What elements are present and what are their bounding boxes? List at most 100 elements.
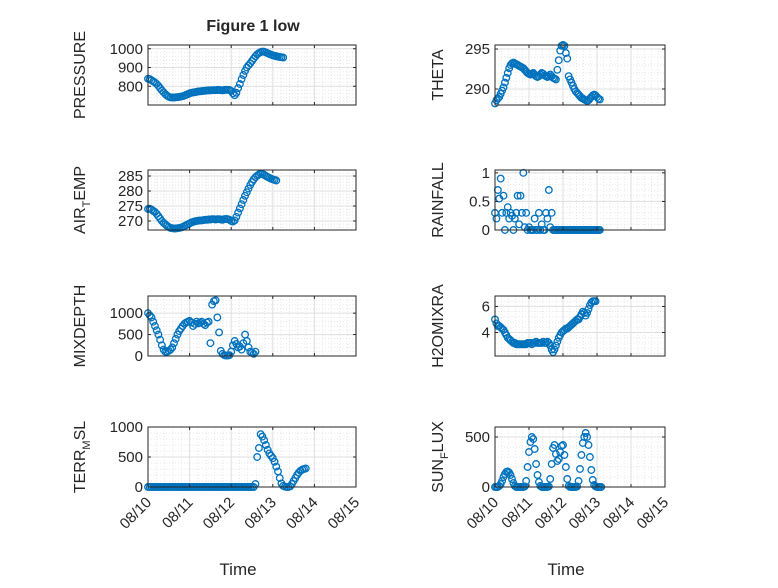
series-markers — [144, 47, 288, 102]
data-point — [232, 212, 241, 221]
data-point — [554, 56, 563, 65]
data-point — [561, 49, 570, 57]
y-axis-label-sub: F — [439, 452, 451, 459]
data-point — [576, 465, 584, 473]
data-point — [237, 200, 246, 209]
series-markers — [491, 41, 604, 108]
data-point — [587, 466, 596, 474]
data-point — [157, 341, 166, 350]
y-axis-label: PRESSURE — [72, 31, 89, 119]
y-tick-label: 270 — [118, 213, 143, 230]
data-point — [546, 341, 555, 350]
panel-mixdepth: 0 500 1000 MIXDEPTH — [72, 285, 357, 368]
data-point — [523, 463, 532, 471]
series-markers — [144, 296, 260, 360]
y-axis-label-main: SUN — [430, 459, 447, 493]
data-point — [517, 208, 526, 217]
data-point — [272, 176, 281, 185]
data-point — [492, 214, 501, 223]
data-point — [171, 334, 180, 343]
data-point — [588, 476, 597, 484]
tick-marks — [494, 296, 666, 356]
data-point — [496, 174, 505, 183]
axes-box — [147, 295, 357, 357]
y-axis-label-main: H2OMIXRA — [430, 284, 447, 368]
data-point — [574, 477, 583, 485]
figure-title: Figure 1 low — [206, 18, 300, 35]
data-point — [591, 297, 600, 306]
data-point — [237, 75, 246, 84]
data-point — [559, 441, 567, 449]
data-point — [270, 457, 279, 466]
axes-box — [494, 169, 666, 231]
axes-box — [494, 295, 666, 357]
tick-marks — [147, 296, 357, 357]
data-point — [516, 191, 525, 200]
y-tick-label: 1000 — [110, 419, 143, 436]
data-point — [563, 54, 572, 63]
axes-background — [148, 170, 356, 230]
panel-rainfall: 0 0.5 1 RAINFALL — [430, 162, 666, 239]
data-point — [498, 208, 507, 217]
data-point — [251, 347, 260, 356]
y-tick-label: 500 — [465, 429, 490, 446]
data-point — [543, 214, 552, 223]
y-tick-label: 0 — [482, 479, 490, 496]
data-point — [553, 65, 562, 74]
data-point — [522, 208, 531, 217]
data-point — [522, 477, 531, 485]
data-point — [275, 474, 284, 482]
minor-grid — [148, 169, 356, 231]
data-point — [561, 463, 570, 471]
data-point — [580, 433, 589, 441]
y-axis-label-sub: T — [81, 200, 93, 207]
y-tick-label: 4 — [482, 325, 490, 342]
y-axis-label-rest: LUX — [430, 421, 447, 452]
data-point — [239, 196, 248, 204]
data-point — [499, 83, 508, 92]
y-axis-label: SUNFLUX — [430, 421, 451, 493]
data-point — [249, 349, 258, 358]
data-point — [513, 191, 522, 200]
series-markers — [491, 297, 600, 357]
data-point — [560, 41, 569, 50]
data-point — [583, 433, 592, 441]
y-tick-label: 1000 — [110, 305, 143, 322]
data-point — [500, 78, 509, 87]
data-point — [301, 464, 310, 473]
data-point — [583, 309, 592, 317]
tick-marks — [494, 45, 666, 105]
y-axis-label-main: PRESSURE — [72, 31, 89, 119]
y-tick-label: 285 — [118, 168, 143, 185]
data-point — [498, 477, 507, 485]
y-axis-label-main: MIXDEPTH — [72, 285, 89, 368]
y-tick-label: 1 — [482, 165, 490, 182]
data-point — [499, 191, 508, 200]
x-axis-label: Time — [219, 560, 256, 579]
data-point — [533, 471, 542, 479]
y-tick-label: 0 — [135, 348, 143, 365]
data-point — [554, 455, 563, 463]
y-tick-label: 900 — [118, 60, 143, 77]
data-point — [215, 328, 224, 337]
y-axis-label: RAINFALL — [430, 162, 447, 238]
axes-box — [147, 169, 357, 231]
tick-marks — [147, 426, 357, 488]
y-tick-label: 0 — [135, 479, 143, 496]
data-point — [530, 214, 539, 223]
y-tick-label: 275 — [118, 198, 143, 215]
series-markers — [144, 169, 281, 233]
data-point — [532, 460, 541, 468]
data-point — [553, 457, 562, 465]
data-point — [544, 186, 553, 194]
data-point — [503, 69, 512, 77]
y-axis-label-sub: M — [81, 440, 93, 449]
data-point — [563, 475, 572, 483]
tick-marks — [494, 427, 666, 488]
data-point — [551, 75, 560, 84]
axes-background — [495, 170, 665, 230]
y-tick-label: 500 — [118, 449, 143, 466]
data-point — [512, 208, 521, 217]
data-point — [254, 444, 263, 452]
